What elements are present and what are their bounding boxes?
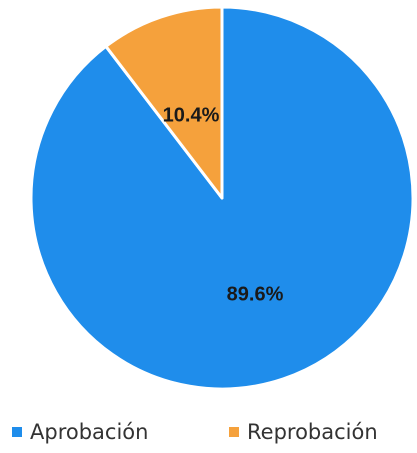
data-label-aprobaci-n: 89.6%	[227, 283, 284, 305]
legend-swatch	[12, 427, 22, 437]
pie-slices	[29, 5, 415, 391]
pie-data-labels: 89.6% 10.4%	[163, 104, 284, 305]
legend-item-aprobaci-n: Aprobación	[12, 420, 148, 444]
legend: Aprobación Reprobación	[12, 420, 378, 444]
legend-item-reprobaci-n: Reprobación	[229, 420, 378, 444]
data-label-reprobaci-n: 10.4%	[163, 104, 220, 126]
legend-label: Reprobación	[247, 420, 378, 444]
legend-label: Aprobación	[30, 420, 148, 444]
legend-swatch	[229, 427, 239, 437]
pie-slice-reprobaci-n	[104, 5, 224, 200]
